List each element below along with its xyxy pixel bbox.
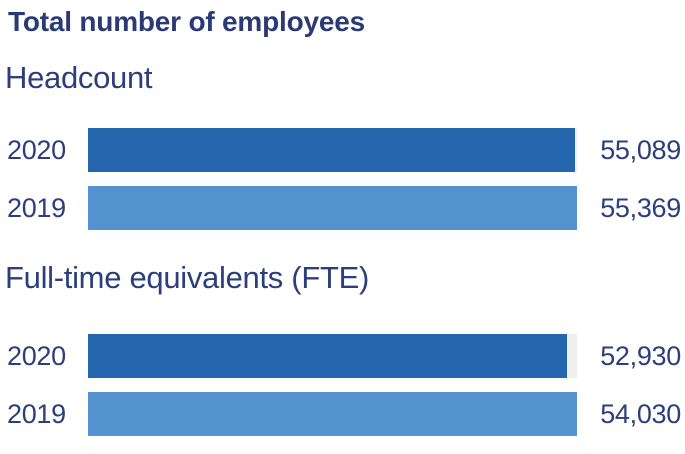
bar-track (88, 392, 577, 436)
value-label: 55,089 (600, 134, 681, 165)
section-title: Full-time equivalents (FTE) (5, 260, 369, 295)
bar-row: 2020 55,089 (7, 128, 681, 172)
year-label: 2020 (7, 134, 66, 165)
chart-sections: Headcount 2020 55,089 2019 55,369 Full-t… (0, 60, 685, 436)
bar (88, 334, 568, 378)
bar-row: 2019 54,030 (7, 392, 681, 436)
bar-track (88, 186, 577, 230)
bar-row: 2019 55,369 (7, 186, 681, 230)
bar-track (88, 334, 577, 378)
year-label: 2019 (7, 398, 66, 429)
value-label: 54,030 (600, 398, 681, 429)
bar-row: 2020 52,930 (7, 334, 681, 378)
value-label: 55,369 (600, 192, 681, 223)
chart-section: Full-time equivalents (FTE) 2020 52,930 … (0, 260, 685, 436)
bar (88, 186, 577, 230)
bar (88, 392, 577, 436)
year-label: 2020 (7, 340, 66, 371)
section-title: Headcount (5, 60, 153, 95)
value-label: 52,930 (600, 340, 681, 371)
section-rows: 2020 52,930 2019 54,030 (0, 334, 685, 436)
chart-title: Total number of employees (8, 6, 365, 37)
section-rows: 2020 55,089 2019 55,369 (0, 128, 685, 230)
bar (88, 128, 575, 172)
year-label: 2019 (7, 192, 66, 223)
chart-section: Headcount 2020 55,089 2019 55,369 (0, 60, 685, 230)
bar-track (88, 128, 577, 172)
